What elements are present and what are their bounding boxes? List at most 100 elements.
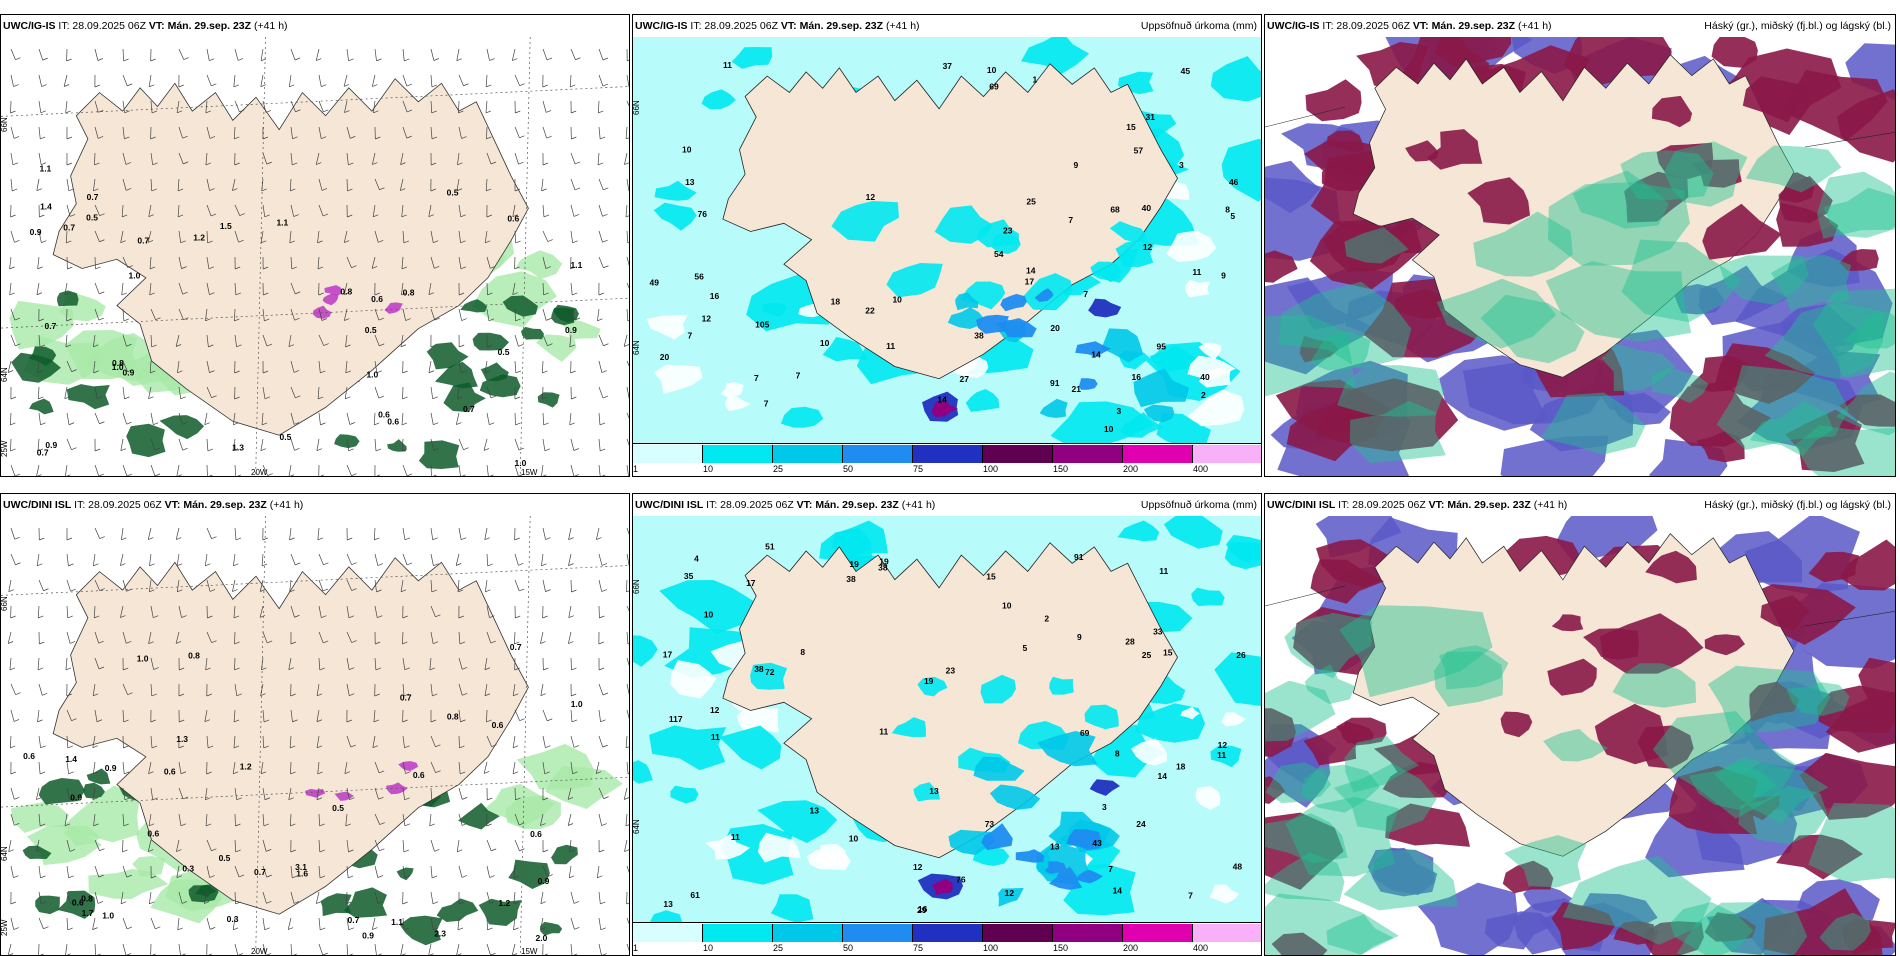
map-title: Uppsöfnuð úrkoma (mm) (1141, 15, 1257, 37)
value-label: 1 (1033, 75, 1038, 85)
panel-wind-dini: UWC/DINI ISL IT: 28.09.2025 06Z VT: Mán.… (0, 493, 630, 956)
value-label: 5 (1023, 643, 1028, 653)
value-label: 0.7 (87, 192, 99, 202)
lat-label: 64N (633, 340, 641, 355)
value-label: 46 (1229, 177, 1239, 187)
value-label: 1.0 (571, 699, 583, 709)
value-label: 57 (1134, 145, 1144, 155)
colorbar-segment (843, 445, 913, 463)
init-time: IT: 28.09.2025 06Z (1322, 20, 1410, 32)
colorbar-segment (1123, 445, 1193, 463)
colorbar-segment (633, 924, 703, 942)
colorbar-label: 10 (703, 943, 713, 953)
value-label: 14 (1157, 771, 1167, 781)
valid-time: VT: Mán. 29.sep. 23Z (797, 499, 899, 511)
model-name: UWC/DINI ISL (1265, 499, 1335, 511)
value-label: 10 (820, 338, 830, 348)
colorbar-label: 150 (1053, 464, 1068, 474)
colorbar-segment (1053, 924, 1123, 942)
colorbar-label: 200 (1123, 943, 1138, 953)
value-label: 73 (985, 819, 995, 829)
value-label: 24 (1136, 819, 1146, 829)
value-label: 13 (810, 805, 820, 815)
value-label: 22 (865, 306, 875, 316)
lon-label: 15W (521, 468, 538, 477)
value-label: 0.6 (164, 767, 176, 777)
value-label: 10 (987, 65, 997, 75)
value-label: 31 (1146, 112, 1156, 122)
value-label: 91 (1074, 552, 1084, 562)
value-label: 23 (1003, 225, 1013, 235)
value-label: 33 (1153, 627, 1163, 637)
init-time: IT: 28.09.2025 06Z (690, 20, 778, 32)
value-label: 2 (1201, 390, 1206, 400)
value-label: 11 (879, 727, 888, 737)
lat-label: 64N (1, 367, 9, 382)
value-label: 95 (1157, 341, 1167, 351)
precip-map: 66N64N8871313141511121719381819111910124… (633, 516, 1261, 925)
colorbar-segment (1193, 924, 1262, 942)
value-label: 11 (731, 832, 740, 842)
value-label: 0.9 (30, 227, 42, 237)
value-label: 0.7 (37, 447, 49, 457)
value-label: 20 (1050, 323, 1060, 333)
value-label: 37 (943, 61, 953, 71)
value-label: 38 (974, 331, 984, 341)
model-name: UWC/DINI ISL (633, 499, 703, 511)
value-label: 76 (956, 874, 966, 884)
colorbar-label: 150 (1053, 943, 1068, 953)
value-label: 14 (1113, 886, 1123, 896)
value-label: 2.0 (536, 933, 548, 943)
value-label: 11 (1192, 267, 1201, 277)
value-label: 1.3 (232, 443, 244, 453)
value-label: 1.4 (65, 754, 77, 764)
value-label: 7 (754, 373, 759, 383)
value-label: 0.7 (463, 404, 475, 414)
value-label: 19 (849, 559, 859, 569)
value-label: 56 (694, 271, 704, 281)
lon-label: 20W (251, 468, 268, 477)
value-label: 1.0 (102, 911, 114, 921)
colorbar-segment (773, 445, 843, 463)
value-label: 0.5 (86, 212, 98, 222)
value-label: 0.9 (538, 876, 550, 886)
init-time: IT: 28.09.2025 06Z (706, 499, 794, 511)
value-label: 7 (796, 370, 801, 380)
value-label: 68 (1110, 205, 1120, 215)
value-label: 0.6 (413, 770, 425, 780)
value-label: 0.7 (45, 321, 57, 331)
lon-label: 15W (521, 947, 538, 956)
value-label: 25 (1142, 650, 1152, 660)
colorbar-segment (703, 445, 773, 463)
precip-map: 66N64N1079712181120171316101440232074546… (633, 37, 1261, 446)
colorbar-segment (1123, 924, 1193, 942)
valid-time: VT: Mán. 29.sep. 23Z (165, 499, 267, 511)
value-label: 7 (1188, 891, 1193, 901)
panel-precip-dini: UWC/DINI ISL IT: 28.09.2025 06Z VT: Mán.… (632, 493, 1262, 956)
value-label: 1.1 (39, 164, 51, 174)
value-label: 3 (1102, 802, 1107, 812)
value-label: 38 (878, 562, 888, 572)
colorbar-label: 200 (1123, 464, 1138, 474)
value-label: 2.3 (434, 928, 446, 938)
value-label: 1.1 (571, 260, 583, 270)
colorbar-label: 400 (1193, 943, 1208, 953)
lon-label: 20W (251, 947, 268, 956)
value-label: 28 (1125, 636, 1135, 646)
panel-header: UWC/IG-IS IT: 28.09.2025 06Z VT: Mán. 29… (633, 15, 1261, 37)
lead-time: (+41 h) (886, 20, 920, 32)
value-label: 1.2 (498, 898, 510, 908)
value-label: 61 (690, 890, 700, 900)
lead-time: (+41 h) (902, 499, 936, 511)
value-label: 0.7 (137, 235, 149, 245)
valid-time: VT: Mán. 29.sep. 23Z (149, 20, 251, 32)
value-label: 2 (1044, 613, 1049, 623)
value-label: 0.5 (365, 325, 377, 335)
colorbar-segment (983, 924, 1053, 942)
value-label: 16 (710, 291, 720, 301)
value-label: 0.5 (498, 347, 510, 357)
value-label: 9 (1077, 632, 1082, 642)
panel-header: UWC/DINI ISL IT: 28.09.2025 06Z VT: Mán.… (1, 494, 629, 516)
lat-label: 25W (1, 440, 9, 457)
